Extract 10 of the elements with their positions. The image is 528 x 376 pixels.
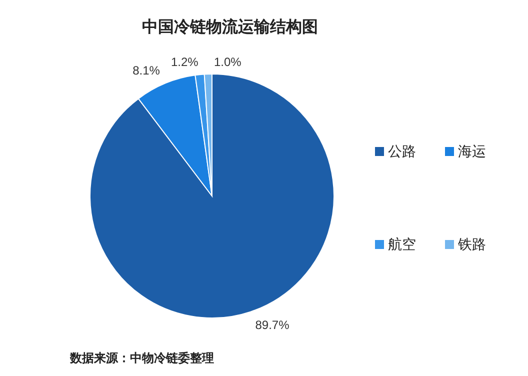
chart-title: 中国冷链物流运输结构图 (142, 17, 318, 36)
data-label: 89.7% (255, 318, 290, 332)
data-label: 1.0% (214, 55, 242, 69)
data-label: 1.2% (170, 55, 199, 69)
legend-label: 铁路 (457, 236, 486, 252)
legend-label: 公路 (388, 143, 416, 159)
legend-label: 海运 (458, 143, 486, 159)
data-label: 8.1% (132, 63, 160, 78)
legend-label: 航空 (388, 236, 416, 252)
source-note: 数据来源：中物冷链委整理 (69, 351, 214, 365)
